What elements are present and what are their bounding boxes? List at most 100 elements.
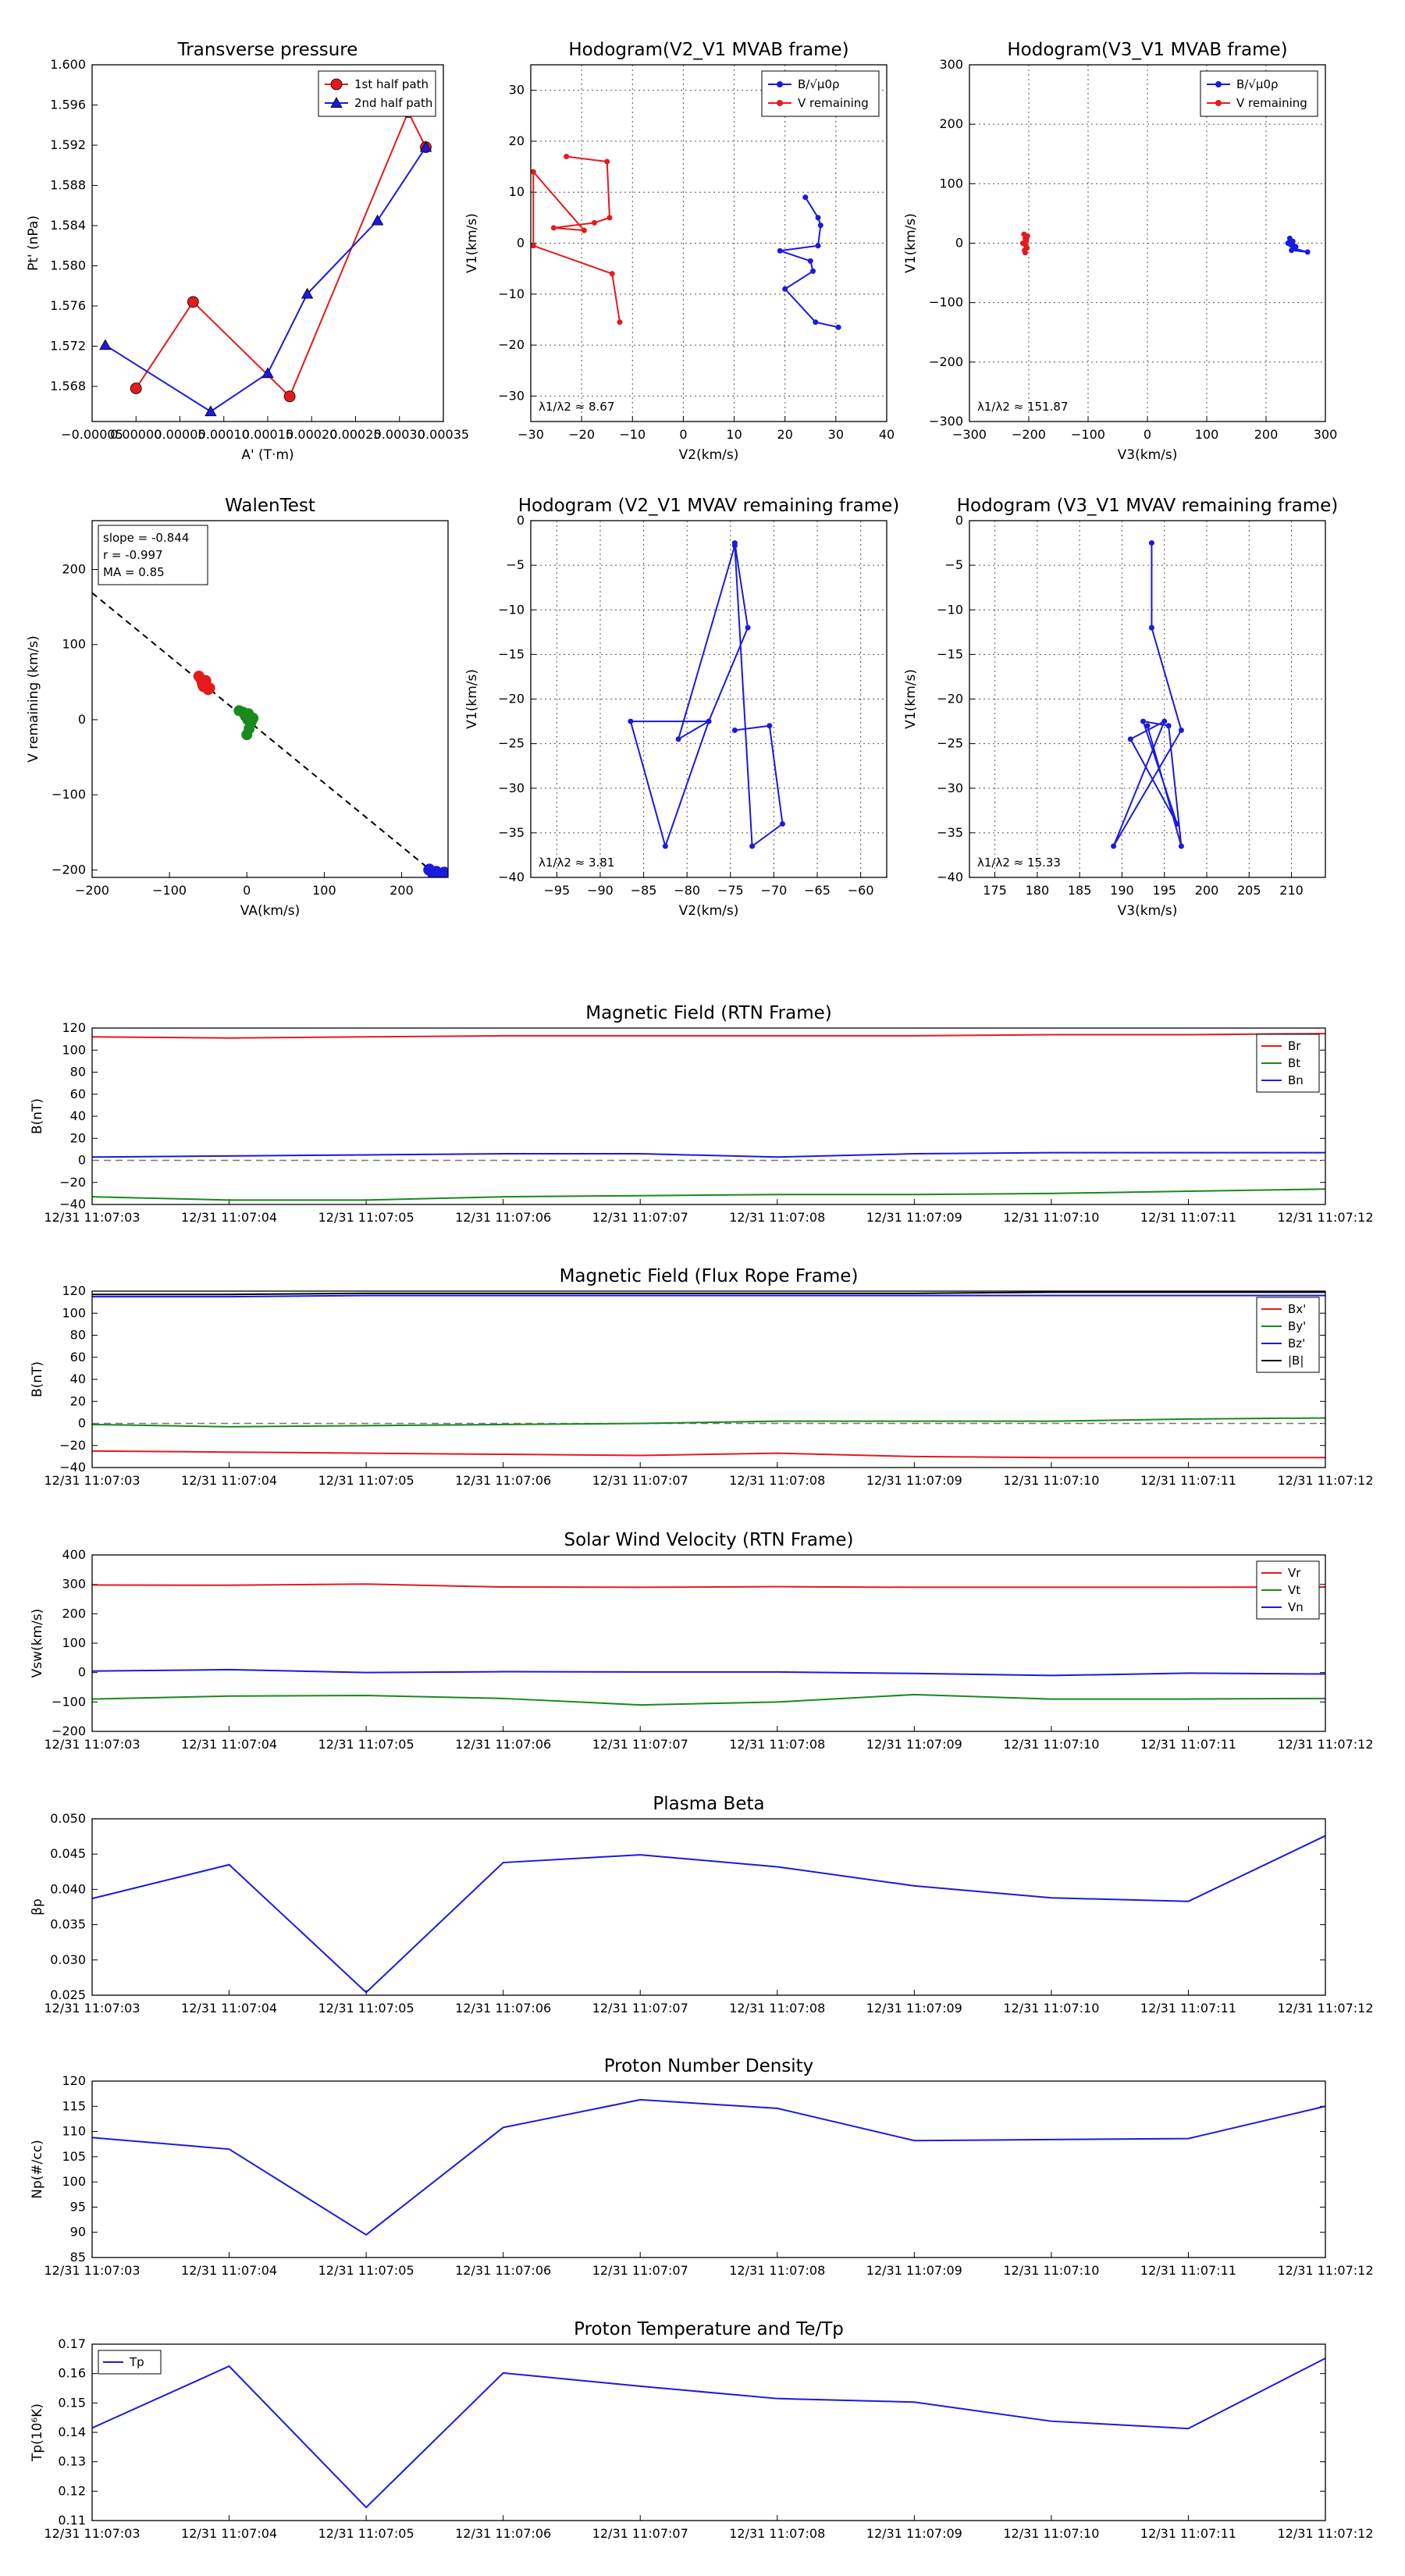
x-tick-label: 12/31 11:07:05: [318, 2001, 414, 2016]
y-tick-label: 0.025: [50, 1987, 86, 2002]
legend-label: Br: [1288, 1039, 1301, 1053]
y-tick-label: 100: [62, 1305, 86, 1320]
y-tick-label: 100: [939, 176, 963, 190]
data-point: [371, 214, 384, 226]
x-tick-label: 12/31 11:07:12: [1277, 1737, 1373, 1752]
legend-label: Vt: [1288, 1583, 1300, 1597]
y-tick-label: −40: [937, 870, 963, 884]
plot-frame: [91, 1290, 1326, 1468]
x-tick-label: 12/31 11:07:07: [592, 2263, 688, 2278]
y-tick-label: 10: [509, 184, 525, 199]
y-tick-label: 0.13: [58, 2454, 86, 2469]
y-tick-label: 60: [70, 1087, 86, 1101]
y-tick-label: 200: [939, 116, 963, 131]
x-tick-label: 12/31 11:07:06: [455, 1473, 551, 1488]
x-tick-label: −60: [848, 883, 874, 898]
y-tick-label: −20: [498, 692, 525, 706]
legend-label: Vr: [1288, 1566, 1301, 1580]
plot-frame: [91, 1554, 1326, 1732]
x-tick-label: −200: [1012, 427, 1046, 442]
chart-hodogram-v2v1-mvab: Hodogram(V2_V1 MVAB frame) −30 −20 −10 0 10 20…: [464, 40, 895, 463]
x-tick-label: 12/31 11:07:09: [866, 1473, 962, 1488]
y-tick-label: 1.600: [50, 57, 86, 72]
y-tick-label: −15: [498, 646, 525, 661]
data-point: [749, 843, 756, 849]
x-tick-label: 12/31 11:07:04: [181, 2263, 277, 2278]
x-tick-label: −75: [717, 883, 744, 898]
series-line: [91, 1417, 1326, 1428]
data-point: [1148, 624, 1154, 631]
x-tick-label: 12/31 11:07:04: [181, 1737, 277, 1752]
y-tick-label: 100: [62, 1635, 86, 1650]
legend-label: 2nd half path: [354, 96, 432, 110]
data-point: [1022, 250, 1028, 256]
ratio-annotation: λ1/λ2 ≈ 151.87: [977, 400, 1068, 414]
plot-frame: [969, 520, 1326, 878]
data-point: [609, 271, 615, 277]
data-point: [815, 215, 821, 221]
y-tick-label: 120: [62, 2073, 86, 2088]
x-tick-label: 200: [389, 883, 414, 898]
y-tick-label: 40: [70, 1372, 86, 1386]
data-point: [1178, 843, 1184, 849]
data-point: [1165, 723, 1172, 729]
x-tick-label: 12/31 11:07:05: [318, 2263, 414, 2278]
legend-label: Bx': [1288, 1302, 1306, 1316]
y-tick-label: 0.17: [58, 2336, 86, 2351]
data-point: [1286, 239, 1293, 245]
y-tick-label: −30: [937, 781, 963, 795]
y-tick-label: 20: [70, 1393, 86, 1408]
x-tick-label: 12/31 11:07:09: [866, 2263, 962, 2278]
y-axis-label: Vsw(km/s): [30, 1609, 45, 1678]
x-tick-label: 12/31 11:07:08: [729, 2526, 825, 2541]
legend-label: Bn: [1288, 1073, 1304, 1087]
chart-magnetic-field-rtn: Magnetic Field (RTN Frame) 12/31 11:07:03…: [30, 1003, 1374, 1225]
data-point: [767, 723, 773, 729]
x-tick-label: 12/31 11:07:08: [729, 2001, 825, 2016]
x-tick-label: 12/31 11:07:04: [181, 2001, 277, 2016]
series-line: [91, 1450, 1325, 1459]
x-tick-label: 12/31 11:07:07: [592, 2001, 688, 2016]
y-tick-label: 0.050: [50, 1811, 86, 1826]
stats-line: MA = 0.85: [103, 565, 165, 579]
x-tick-label: 12/31 11:07:04: [181, 2526, 277, 2541]
data-point: [99, 339, 112, 350]
x-tick-label: −20: [568, 427, 595, 442]
legend-label: By': [1288, 1319, 1306, 1333]
y-tick-label: −35: [937, 825, 963, 840]
legend-marker: [777, 81, 783, 87]
x-tick-label: 0.00020: [286, 427, 337, 442]
y-tick-label: 0.16: [58, 2366, 86, 2381]
series-line: [91, 1834, 1326, 1994]
x-tick-label: 0.00005: [154, 427, 205, 442]
y-tick-label: −40: [498, 870, 525, 884]
x-tick-label: −70: [761, 883, 788, 898]
legend-label: 1st half path: [354, 77, 429, 91]
data-point: [628, 718, 634, 724]
x-axis-label: A' (T·m): [241, 447, 293, 463]
y-tick-label: 95: [70, 2199, 86, 2214]
y-tick-label: −10: [498, 602, 525, 617]
data-point: [782, 286, 788, 292]
data-point: [550, 225, 557, 231]
data-point: [1178, 727, 1184, 733]
y-tick-label: −20: [937, 692, 963, 706]
x-tick-label: 12/31 11:07:04: [181, 1473, 277, 1488]
x-tick-label: 200: [1254, 427, 1279, 442]
x-tick-label: 0.00025: [329, 427, 381, 442]
plot-frame: [530, 64, 887, 422]
x-tick-label: 12/31 11:07:05: [318, 1737, 414, 1752]
x-axis-label: V2(km/s): [679, 903, 739, 919]
x-axis-label: V2(km/s): [679, 447, 739, 463]
data-point: [1127, 736, 1133, 742]
y-tick-label: 200: [62, 562, 86, 577]
x-tick-label: 12/31 11:07:09: [866, 1210, 962, 1225]
data-point: [130, 382, 142, 394]
y-axis-label: V1(km/s): [903, 213, 919, 273]
legend-marker: [330, 97, 343, 109]
chart-title: Magnetic Field (Flux Rope Frame): [560, 1266, 859, 1286]
x-tick-label: 180: [1026, 883, 1050, 898]
legend-box: [1200, 70, 1318, 117]
legend-marker: [330, 78, 343, 91]
legend-label: Vn: [1288, 1600, 1304, 1614]
